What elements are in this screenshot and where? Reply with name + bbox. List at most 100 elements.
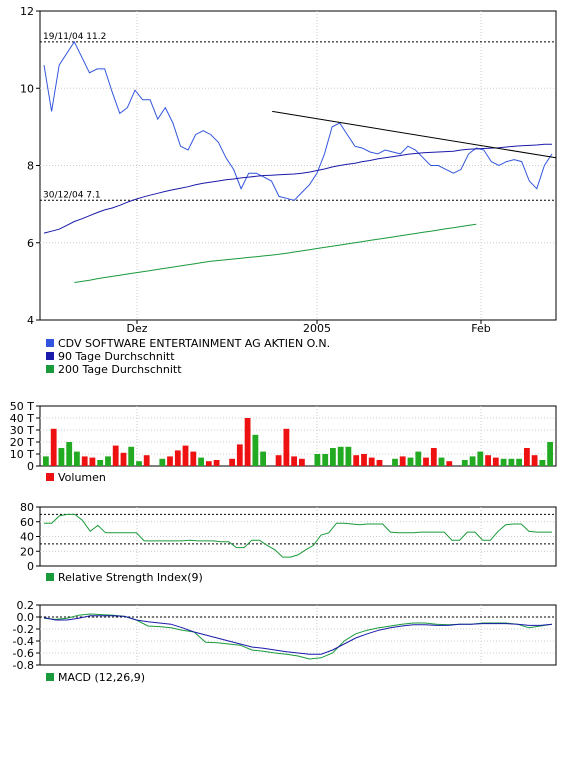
macd-tick-label: -0.4 [13,635,34,648]
volume-bar [500,458,507,466]
volume-bar [74,451,80,466]
volume-bar [182,445,189,466]
volume-bar [361,454,367,466]
volume-bar [205,461,212,466]
volume-bar [477,451,484,466]
volume-bar [446,461,453,466]
volume-tick-label: 10 T [10,448,34,461]
price-x-tick-label: Feb [471,322,490,335]
macd-tick-label: -0.8 [13,659,34,672]
rsi-tick-label: 0 [27,560,34,573]
volume-bar [213,460,220,466]
price-trendline [272,110,557,159]
volume-bar [66,442,73,466]
price-annotation-label: 30/12/04 7.1 [43,190,101,200]
volume-bar [112,445,119,466]
rsi-tick-label: 20 [20,545,34,558]
price-x-tick-label: Dez [126,322,147,335]
volume-bar [50,428,57,466]
volume-bar [368,457,375,466]
volume-bar [190,451,197,466]
volume-bar [485,455,491,466]
macd-legend-swatch [46,673,54,681]
macd-tick-label: 0.0 [17,611,35,624]
rsi-line [44,513,552,558]
price-legend-label: CDV SOFTWARE ENTERTAINMENT AG AKTIEN O.N… [58,337,330,350]
volume-bar [531,455,538,466]
volume-bar [58,448,65,466]
volume-tick-label: 50 T [10,400,34,413]
volume-bar [337,446,344,466]
macd-tick-label: 0.2 [17,599,35,612]
volume-bar [244,418,251,466]
price-tick-label: 10 [20,82,34,95]
macd-legend-label: MACD (12,26,9) [58,671,145,684]
volume-bar [407,457,414,466]
volume-bar [469,456,476,466]
volume-bar [314,454,321,466]
price-tick-label: 4 [27,314,34,327]
volume-bar [167,456,173,466]
price-series-line [74,223,477,283]
volume-bar [136,461,142,466]
volume-bar [229,458,235,466]
volume-legend-label: Volumen [58,471,106,484]
volume-bar [120,452,127,466]
volume-bar [392,458,398,466]
volume-bar [438,457,445,466]
volume-bar [423,457,429,466]
volume-bar [461,460,468,466]
volume-bar [198,457,204,466]
price-legend-swatch [46,365,54,373]
volume-bar [345,446,352,466]
volume-bar [283,428,290,466]
volume-bar [539,460,546,466]
rsi-legend-label: Relative Strength Index(9) [58,571,203,584]
volume-tick-label: 20 T [10,436,34,449]
volume-bar [105,456,111,466]
volume-bar [128,446,135,466]
volume-tick-label: 30 T [10,424,34,437]
price-legend-label: 90 Tage Durchschnitt [58,350,175,363]
volume-bar [516,458,522,466]
volume-bar [159,458,166,466]
price-tick-label: 6 [27,237,34,250]
volume-bar [492,457,499,466]
price-legend-label: 200 Tage Durchschnitt [58,363,182,376]
volume-bar [143,455,150,466]
volume-bar [508,458,515,466]
volume-bar [524,448,530,466]
rsi-tick-label: 80 [20,501,34,514]
volume-legend-swatch [46,473,54,481]
price-series-line [43,40,553,201]
volume-bar [81,456,88,466]
rsi-tick-label: 60 [20,516,34,529]
macd-line [43,615,553,655]
volume-bar [430,448,437,466]
volume-bar [43,456,49,466]
price-tick-label: 12 [20,5,34,18]
volume-bar [376,460,383,466]
volume-tick-label: 40 T [10,412,34,425]
macd-frame [39,604,557,666]
volume-tick-label: 0 [27,460,34,473]
volume-bar [415,451,422,466]
price-tick-label: 8 [27,160,34,173]
volume-bar [89,457,96,466]
volume-bar [322,454,329,466]
price-legend-swatch [46,339,54,347]
price-legend-swatch [46,352,54,360]
rsi-legend-swatch [46,573,54,581]
volume-bar [299,458,305,466]
volume-bar [97,460,104,466]
volume-bar [236,444,243,466]
price-series-line [43,143,552,234]
volume-bar [547,442,553,466]
macd-tick-label: -0.2 [13,623,34,636]
volume-bar [252,434,259,466]
volume-bar [291,456,297,466]
rsi-tick-label: 40 [20,531,34,544]
macd-tick-label: -0.6 [13,647,34,660]
volume-bar [353,455,360,466]
